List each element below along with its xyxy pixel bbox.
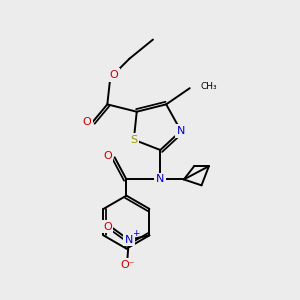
- Text: N: N: [124, 235, 133, 245]
- Text: N: N: [177, 126, 185, 136]
- Text: O: O: [103, 222, 112, 232]
- Text: +: +: [132, 230, 140, 238]
- Text: N: N: [156, 174, 164, 184]
- Text: O: O: [103, 151, 112, 161]
- Text: CH₃: CH₃: [200, 82, 217, 91]
- Text: O: O: [110, 70, 118, 80]
- Text: O: O: [82, 117, 91, 127]
- Text: O⁻: O⁻: [120, 260, 135, 270]
- Text: S: S: [130, 135, 137, 145]
